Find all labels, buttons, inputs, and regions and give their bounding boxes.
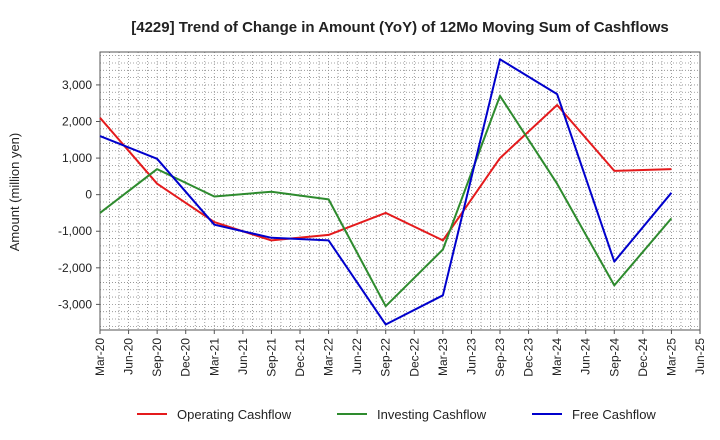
x-tick-label: Jun-20 bbox=[122, 338, 136, 375]
grid bbox=[99, 52, 701, 330]
x-tick-label: Mar-21 bbox=[207, 338, 221, 376]
x-tick-label: Mar-23 bbox=[436, 338, 450, 376]
x-axis: Mar-20 Jun-20 Sep-20 Dec-20 Mar-21 Jun-21 Sep-… bbox=[93, 330, 707, 377]
y-axis-label: Amount (million yen) bbox=[7, 133, 22, 252]
plot-frame bbox=[99, 51, 701, 331]
x-tick-label: Jun-21 bbox=[236, 338, 250, 375]
x-tick-label: Mar-20 bbox=[93, 338, 107, 376]
x-tick-label: Sep-20 bbox=[150, 338, 164, 377]
x-tick-label: Sep-21 bbox=[264, 338, 278, 377]
legend-label-investing-cashflow: Investing Cashflow bbox=[377, 407, 487, 422]
x-tick-label: Dec-20 bbox=[179, 338, 193, 377]
y-tick-label: 3,000 bbox=[62, 78, 92, 92]
y-tick-label: 1,000 bbox=[62, 151, 92, 165]
y-tick-label: -2,000 bbox=[58, 261, 92, 275]
x-tick-label: Sep-23 bbox=[493, 338, 507, 377]
x-tick-label: Dec-23 bbox=[522, 338, 536, 377]
chart-title: [4229] Trend of Change in Amount (YoY) o… bbox=[131, 19, 669, 36]
x-tick-label: Dec-21 bbox=[293, 338, 307, 377]
legend-label-operating-cashflow: Operating Cashflow bbox=[177, 407, 292, 422]
y-tick-label: -3,000 bbox=[58, 297, 92, 311]
x-tick-label: Mar-25 bbox=[664, 338, 678, 376]
x-tick-label: Sep-24 bbox=[607, 338, 621, 377]
series-layer bbox=[99, 58, 673, 326]
series-line-operating-cashflow bbox=[99, 104, 672, 242]
y-tick-label: -1,000 bbox=[58, 224, 92, 238]
x-tick-label: Mar-22 bbox=[322, 338, 336, 376]
series-line-free-cashflow bbox=[99, 58, 673, 326]
x-tick-label: Jun-24 bbox=[579, 338, 593, 375]
x-tick-label: Jun-25 bbox=[693, 338, 707, 375]
x-tick-label: Jun-23 bbox=[464, 338, 478, 375]
x-tick-label: Jun-22 bbox=[350, 338, 364, 375]
x-tick-label: Mar-24 bbox=[550, 338, 564, 376]
series-line-investing-cashflow bbox=[99, 94, 673, 308]
legend: Operating Cashflow Investing Cashflow Free… bbox=[137, 407, 656, 422]
x-tick-label: Dec-24 bbox=[636, 338, 650, 377]
legend-label-free-cashflow: Free Cashflow bbox=[572, 407, 656, 422]
y-tick-label: 2,000 bbox=[62, 115, 92, 129]
y-axis: -3,000 -2,000 -1,000 0 1,000 2,000 3,000 bbox=[58, 78, 100, 311]
x-tick-label: Dec-22 bbox=[407, 338, 421, 377]
y-tick-label: 0 bbox=[85, 188, 92, 202]
x-tick-label: Sep-22 bbox=[379, 338, 393, 377]
